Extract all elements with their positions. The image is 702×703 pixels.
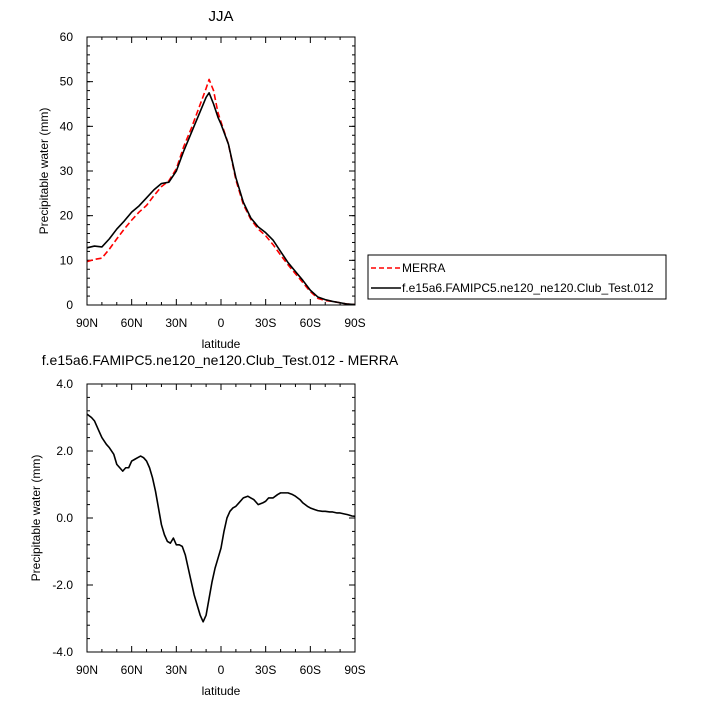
bottom-y-tick-label: -2.0 <box>52 578 73 592</box>
bottom-plot-frame <box>86 383 356 653</box>
bottom-x-axis-label: latitude <box>202 684 241 698</box>
top-y-axis-label: Precipitable water (mm) <box>37 108 51 235</box>
bottom-x-tick-labels: 90N 60N 30N 0 30S 60S 90S <box>76 663 366 677</box>
bottom-x-tick-label: 90S <box>344 663 365 677</box>
top-series <box>86 78 356 306</box>
top-x-tick-label: 60N <box>121 316 143 330</box>
bottom-x-tick-label: 60N <box>121 663 143 677</box>
top-plot-frame <box>86 36 356 306</box>
bottom-series <box>86 413 356 623</box>
top-y-tick-label: 50 <box>60 75 74 89</box>
top-series-line-0 <box>86 78 356 306</box>
bottom-ticks <box>86 383 356 653</box>
top-y-tick-labels: 0 10 20 30 40 50 60 <box>60 30 74 312</box>
legend-merra-label: MERRA <box>402 261 445 275</box>
bottom-y-axis-label: Precipitable water (mm) <box>29 455 43 582</box>
bottom-x-tick-label: 90N <box>76 663 98 677</box>
top-x-tick-label: 90S <box>344 316 365 330</box>
top-y-tick-label: 20 <box>60 209 74 223</box>
top-chart: JJA 90N 60N 30N 0 30S 60S 90S 0 10 20 30 40 50 60 la… <box>37 8 366 351</box>
top-x-axis-label: latitude <box>202 337 241 351</box>
top-y-tick-label: 40 <box>60 119 74 133</box>
top-series-line-1 <box>86 92 356 306</box>
top-chart-title: JJA <box>208 8 233 25</box>
bottom-y-tick-label: 4.0 <box>56 377 73 391</box>
bottom-series-line-0 <box>86 413 356 623</box>
bottom-y-tick-label: 2.0 <box>56 444 73 458</box>
legend: MERRA f.e15a6.FAMIPC5.ne120_ne120.Club_T… <box>367 254 667 300</box>
bottom-x-tick-label: 0 <box>218 663 225 677</box>
top-x-tick-labels: 90N 60N 30N 0 30S 60S 90S <box>76 316 366 330</box>
bottom-x-tick-label: 30S <box>255 663 276 677</box>
bottom-chart-title: f.e15a6.FAMIPC5.ne120_ne120.Club_Test.01… <box>42 352 399 368</box>
top-ticks <box>86 36 356 306</box>
top-x-tick-label: 60S <box>300 316 321 330</box>
legend-box <box>367 254 667 300</box>
top-x-tick-label: 30S <box>255 316 276 330</box>
top-y-tick-label: 60 <box>60 30 74 44</box>
bottom-y-tick-labels: -4.0 -2.0 0.0 2.0 4.0 <box>52 377 73 659</box>
top-y-tick-label: 10 <box>60 253 74 267</box>
legend-model-label: f.e15a6.FAMIPC5.ne120_ne120.Club_Test.01… <box>402 281 654 295</box>
top-x-tick-label: 90N <box>76 316 98 330</box>
top-y-tick-label: 0 <box>66 298 73 312</box>
top-y-tick-label: 30 <box>60 164 74 178</box>
top-x-tick-label: 0 <box>218 316 225 330</box>
bottom-x-tick-label: 60S <box>300 663 321 677</box>
bottom-chart: f.e15a6.FAMIPC5.ne120_ne120.Club_Test.01… <box>29 352 399 698</box>
bottom-y-tick-label: -4.0 <box>52 645 73 659</box>
bottom-x-tick-label: 30N <box>165 663 187 677</box>
bottom-y-tick-label: 0.0 <box>56 511 73 525</box>
top-x-tick-label: 30N <box>165 316 187 330</box>
